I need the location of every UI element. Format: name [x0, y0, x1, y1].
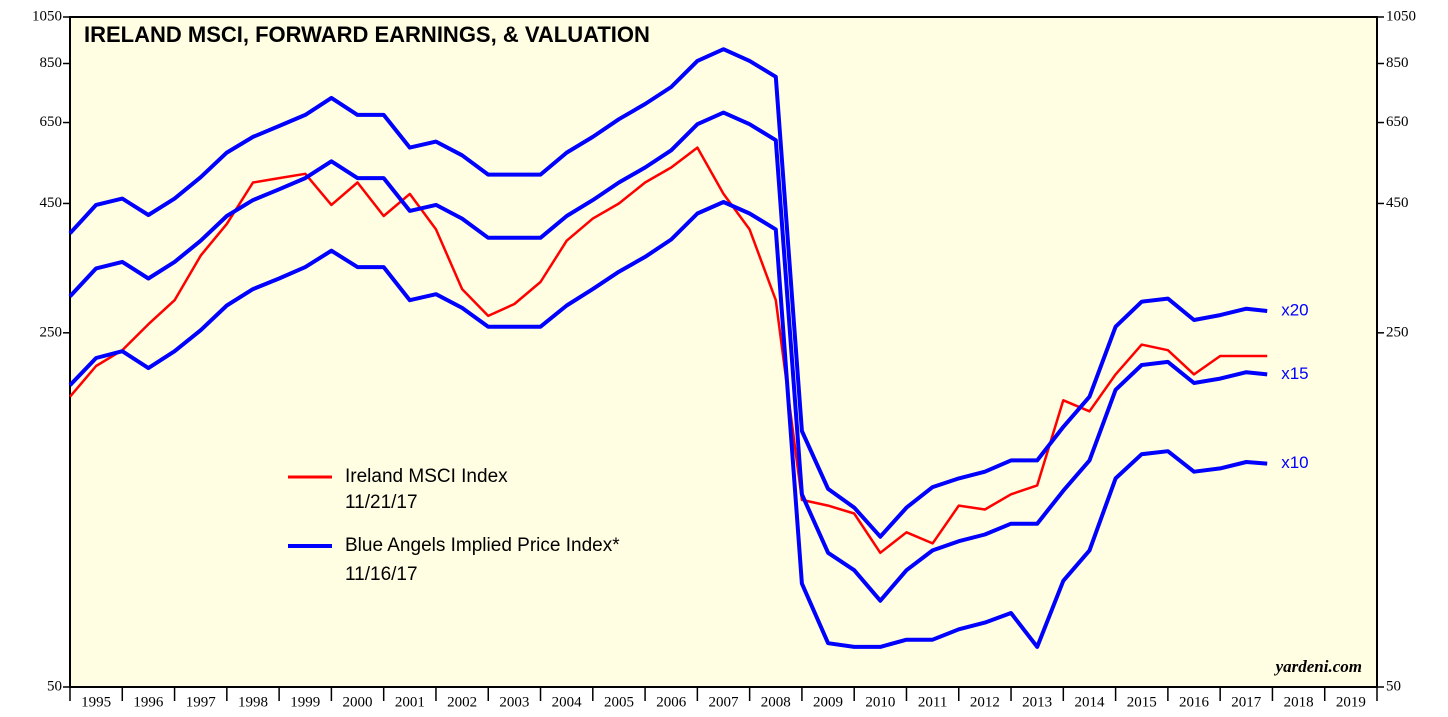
x-tick-label: 1999 [290, 694, 320, 710]
y2-tick-label: 650 [1386, 114, 1409, 130]
x-tick-label: 2006 [656, 694, 687, 710]
y2-tick-label: 50 [1386, 678, 1401, 694]
y-tick-label: 450 [40, 195, 63, 211]
legend-label: Ireland MSCI Index [345, 466, 508, 487]
legend-date: 11/16/17 [345, 564, 418, 585]
y2-tick-label: 450 [1386, 195, 1409, 211]
x-tick-label: 2003 [499, 694, 529, 710]
x-tick-label: 1995 [81, 694, 111, 710]
legend-label: Blue Angels Implied Price Index* [345, 535, 620, 556]
legend-date: 11/21/17 [345, 492, 418, 513]
y-tick-label: 850 [40, 55, 63, 71]
y2-tick-label: 1050 [1386, 8, 1416, 24]
y2-tick-label: 850 [1386, 55, 1409, 71]
y2-tick-label: 250 [1386, 324, 1409, 340]
x-tick-label: 2019 [1336, 694, 1366, 710]
x-tick-label: 2016 [1179, 694, 1210, 710]
x-tick-label: 2018 [1284, 694, 1314, 710]
y-tick-label: 50 [47, 678, 62, 694]
x-tick-label: 2004 [552, 694, 583, 710]
x-tick-label: 2012 [970, 694, 1000, 710]
x-tick-label: 2002 [447, 694, 477, 710]
x-tick-label: 1996 [133, 694, 164, 710]
x-tick-label: 2010 [865, 694, 895, 710]
x-tick-label: 2001 [395, 694, 425, 710]
series-line [68, 200, 1268, 649]
series-end-label: x15 [1281, 364, 1308, 383]
x-tick-label: 2015 [1127, 694, 1157, 710]
x-tick-label: 2007 [709, 694, 740, 710]
series-end-label: x20 [1281, 301, 1308, 320]
x-tick-label: 2005 [604, 694, 634, 710]
series-line [68, 47, 1268, 539]
x-tick-label: 1997 [186, 694, 217, 710]
source: yardeni.com [1274, 657, 1362, 676]
x-tick-label: 1998 [238, 694, 268, 710]
x-tick-label: 2014 [1074, 694, 1105, 710]
x-tick-label: 2011 [918, 694, 947, 710]
x-tick-label: 2009 [813, 694, 843, 710]
series-line [68, 110, 1268, 603]
y-tick-label: 650 [40, 114, 63, 130]
x-tick-label: 2008 [761, 694, 791, 710]
plot-area [69, 16, 1378, 688]
x-tick-label: 2013 [1022, 694, 1052, 710]
x-tick-label: 2017 [1231, 694, 1262, 710]
y-tick-label: 250 [40, 324, 63, 340]
legend: Ireland MSCI Index 11/21/17 Blue Angels … [288, 466, 620, 585]
x-tick-label: 2000 [343, 694, 373, 710]
series-end-label: x10 [1281, 453, 1308, 472]
chart-title: IRELAND MSCI, FORWARD EARNINGS, & VALUAT… [84, 22, 650, 47]
y-tick-label: 1050 [32, 8, 62, 24]
series-line [69, 146, 1268, 555]
